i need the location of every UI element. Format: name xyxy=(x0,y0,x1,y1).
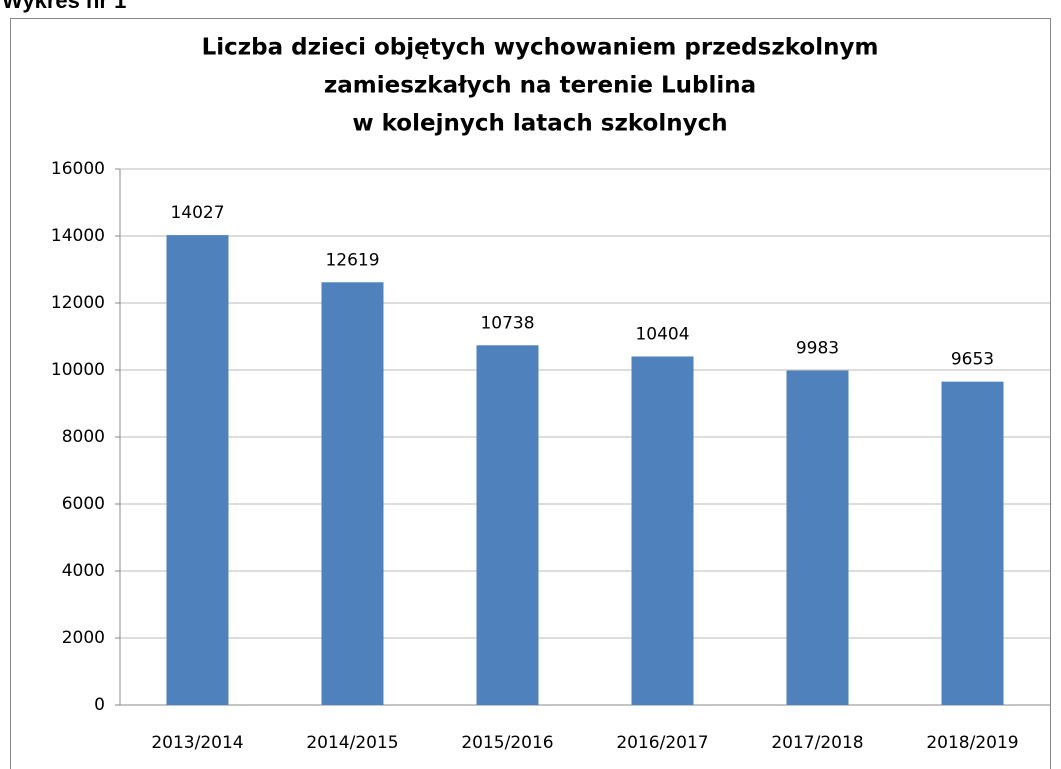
chart-title: zamieszkałych na terenie Lublina xyxy=(324,73,756,99)
value-label: 14027 xyxy=(170,203,224,223)
y-tick-label: 16000 xyxy=(51,159,105,179)
y-tick-label: 0 xyxy=(94,695,105,715)
y-tick-label: 4000 xyxy=(62,561,105,581)
bar xyxy=(631,356,694,705)
y-tick-label: 14000 xyxy=(51,226,105,246)
chart-title: w kolejnych latach szkolnych xyxy=(352,111,727,137)
bar xyxy=(941,381,1004,705)
x-tick-label: 2016/2017 xyxy=(616,733,708,753)
y-tick-label: 2000 xyxy=(62,628,105,648)
bar xyxy=(786,370,849,705)
x-tick-label: 2014/2015 xyxy=(306,733,398,753)
bar xyxy=(476,345,539,705)
y-tick-label: 6000 xyxy=(62,494,105,514)
heading: Wykres nr 1 xyxy=(2,0,126,13)
chart-frame xyxy=(10,18,1051,769)
value-label: 10404 xyxy=(635,324,689,344)
y-tick-label: 10000 xyxy=(51,360,105,380)
x-tick-label: 2018/2019 xyxy=(926,733,1018,753)
chart-title: Liczba dzieci objętych wychowaniem przed… xyxy=(202,35,879,61)
bar xyxy=(166,235,229,705)
bar xyxy=(321,282,384,705)
y-tick-label: 8000 xyxy=(62,427,105,447)
value-label: 12619 xyxy=(325,250,379,270)
value-label: 9653 xyxy=(951,350,994,370)
x-tick-label: 2015/2016 xyxy=(461,733,553,753)
value-label: 10738 xyxy=(480,313,534,333)
y-tick-label: 12000 xyxy=(51,293,105,313)
x-tick-label: 2013/2014 xyxy=(151,733,243,753)
x-tick-label: 2017/2018 xyxy=(771,733,863,753)
value-label: 9983 xyxy=(796,339,839,359)
